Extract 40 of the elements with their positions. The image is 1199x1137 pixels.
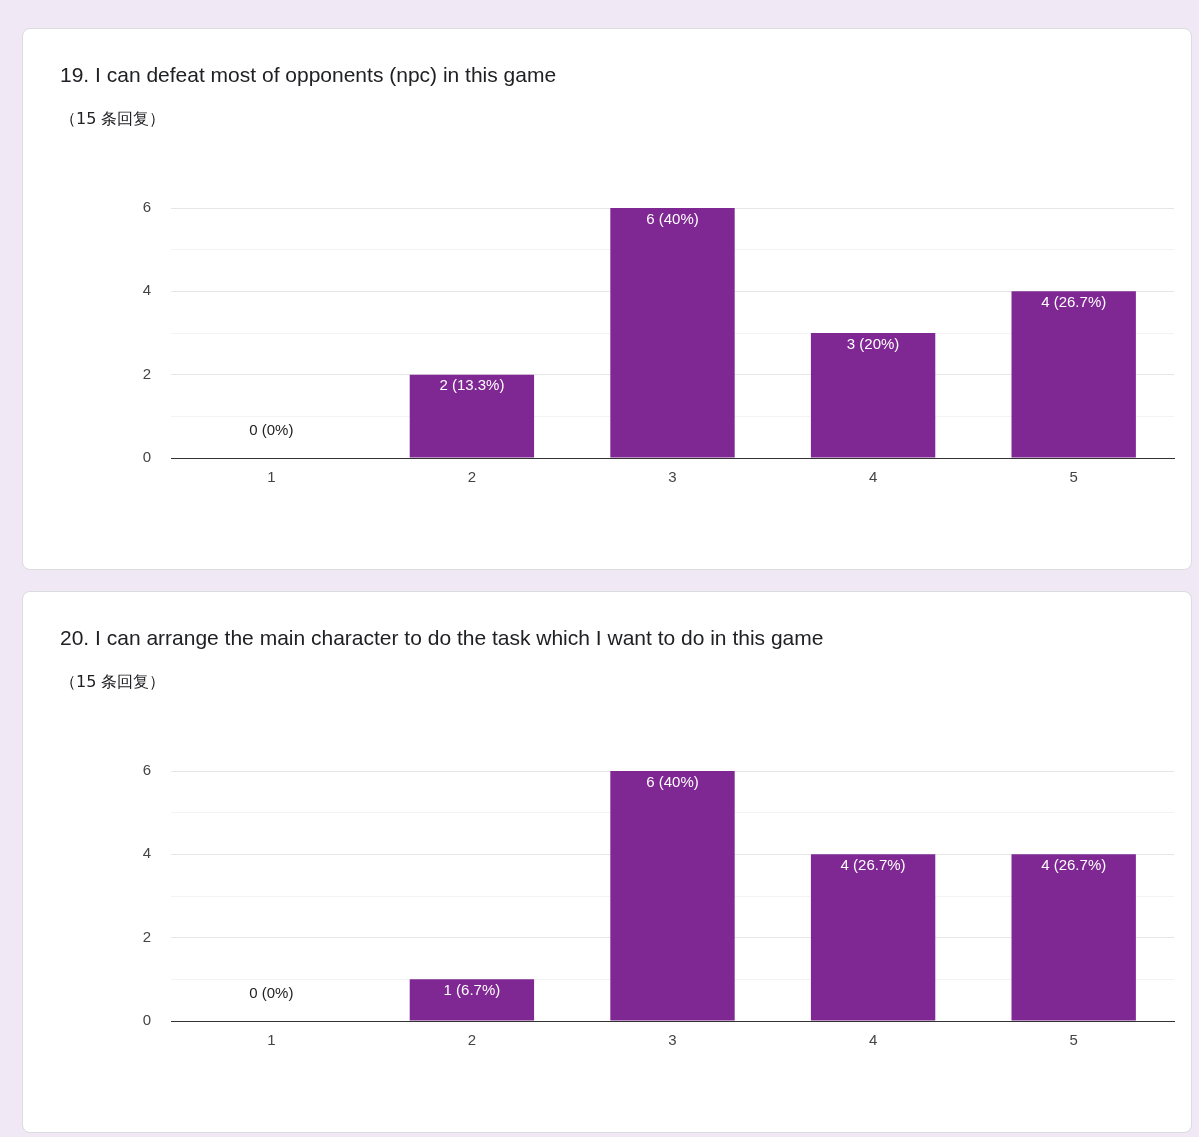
bar [1011,291,1136,458]
x-tick-label: 1 [267,468,276,486]
y-tick-label: 4 [142,281,151,299]
x-tick-label: 2 [467,1031,477,1049]
x-tick-label: 5 [1069,468,1078,486]
y-tick-label: 6 [142,198,151,216]
x-tick-label: 4 [868,468,878,486]
bar [409,374,535,458]
x-tick-label: 4 [868,1031,878,1049]
x-tick-label: 2 [467,468,477,486]
chart-subtitle: （15 条回复） [60,672,166,693]
bar [810,333,936,458]
y-tick-label: 0 [142,1011,151,1029]
y-tick-label: 4 [142,844,151,862]
data-label: 6 (40%) [646,209,699,227]
bar [810,854,936,1021]
data-label: 0 (0%) [249,983,294,1001]
x-tick-label: 1 [267,1031,276,1049]
y-tick-label: 6 [142,761,151,779]
data-label: 4 (26.7%) [1041,292,1107,310]
data-label: 4 (26.7%) [840,855,906,873]
data-label: 3 (20%) [846,334,900,352]
y-tick-label: 0 [142,448,151,466]
chart-subtitle: （15 条回复） [60,109,166,130]
bar [610,771,735,1021]
data-label: 6 (40%) [646,772,699,790]
x-tick-label: 3 [668,468,677,486]
x-tick-label: 3 [668,1031,677,1049]
data-label: 2 (13.3%) [439,376,505,394]
data-label: 1 (6.7%) [443,980,501,998]
data-label: 0 (0%) [249,420,294,438]
data-label: 4 (26.7%) [1041,855,1107,873]
chart-title: 19. I can defeat most of opponents (npc) in this game [60,63,557,87]
y-tick-label: 2 [142,364,151,382]
bar [1011,854,1136,1021]
bar [409,979,535,1021]
chart-title: 20. I can arrange the main character to do the task which I want to do in this game [60,626,824,650]
x-tick-label: 5 [1069,1031,1078,1049]
y-tick-label: 2 [142,927,151,945]
bar [610,208,735,458]
